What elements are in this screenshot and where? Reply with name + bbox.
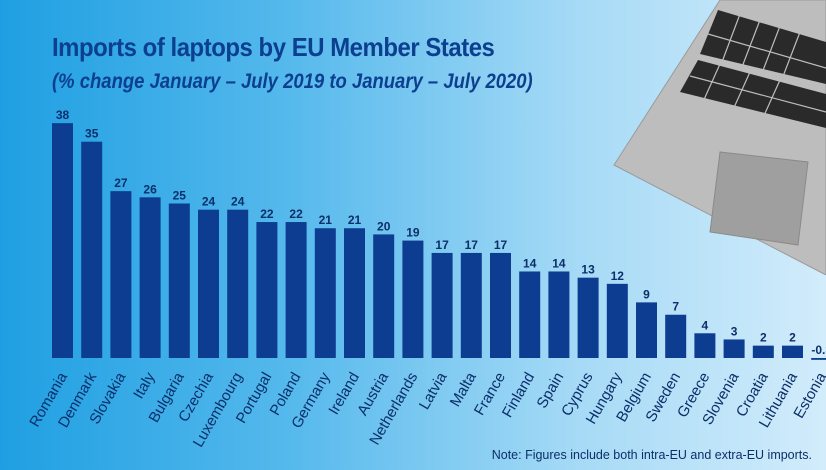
value-label-bulgaria: 25 (173, 189, 187, 203)
bar-romania (52, 123, 73, 358)
bar-sweden (665, 314, 687, 358)
value-label-france: 17 (494, 238, 508, 252)
bar-greece (694, 333, 716, 358)
value-label-malta: 17 (465, 238, 479, 252)
bar-belgium (636, 302, 657, 358)
value-label-denmark: 35 (85, 127, 99, 141)
bar-cyprus (577, 277, 599, 358)
bar-slovenia (723, 339, 745, 358)
bar-netherlands (402, 240, 424, 358)
bar-malta (460, 252, 482, 358)
bar-finland (519, 271, 541, 358)
bar-germany (314, 228, 336, 358)
category-label-italy: Italy (130, 369, 159, 402)
value-label-finland: 14 (523, 256, 537, 270)
footnote: Note: Figures include both intra-EU and … (491, 448, 812, 462)
bar-austria (373, 234, 395, 358)
bar-france (490, 252, 511, 358)
bar-ireland (344, 228, 365, 358)
bar-hungary (606, 283, 628, 358)
bar-czechia (198, 209, 219, 358)
value-label-poland: 22 (289, 207, 303, 221)
laptop-icon (613, 0, 826, 275)
value-label-latvia: 17 (435, 238, 449, 252)
value-label-slovakia: 27 (114, 176, 128, 190)
value-label-ireland: 21 (348, 213, 362, 227)
value-label-italy: 26 (143, 182, 157, 196)
category-label-latvia: Latvia (416, 369, 451, 413)
bar-estonia (811, 358, 826, 360)
value-label-luxembourg: 24 (231, 195, 245, 209)
chart-subtitle: (% change January – July 2019 to January… (52, 70, 533, 93)
value-label-romania: 38 (56, 108, 70, 122)
value-label-estonia: -0.3 (811, 343, 826, 357)
value-label-hungary: 12 (611, 269, 625, 283)
value-label-slovenia: 3 (731, 324, 738, 338)
bar-spain (548, 271, 570, 358)
bar-luxembourg (227, 209, 249, 358)
value-label-greece: 4 (702, 318, 709, 332)
chart-title: Imports of laptops by EU Member States (52, 32, 495, 62)
value-label-belgium: 9 (643, 287, 650, 301)
value-label-spain: 14 (552, 256, 566, 270)
value-label-austria: 20 (377, 219, 391, 233)
value-label-sweden: 7 (672, 300, 679, 314)
value-label-croatia: 2 (760, 331, 767, 345)
value-label-germany: 21 (319, 213, 333, 227)
value-label-portugal: 22 (260, 207, 274, 221)
bar-slovakia (110, 191, 132, 358)
bar-latvia (431, 252, 453, 358)
bar-italy (139, 197, 161, 358)
value-label-netherlands: 19 (406, 226, 420, 240)
bar-denmark (81, 141, 103, 358)
bar-poland (285, 222, 307, 358)
bar-lithuania (782, 345, 803, 358)
value-label-czechia: 24 (202, 195, 216, 209)
value-label-lithuania: 2 (789, 331, 796, 345)
value-label-cyprus: 13 (581, 263, 595, 277)
bar-bulgaria (168, 203, 190, 358)
bar-croatia (752, 345, 774, 358)
bar-portugal (256, 222, 278, 358)
